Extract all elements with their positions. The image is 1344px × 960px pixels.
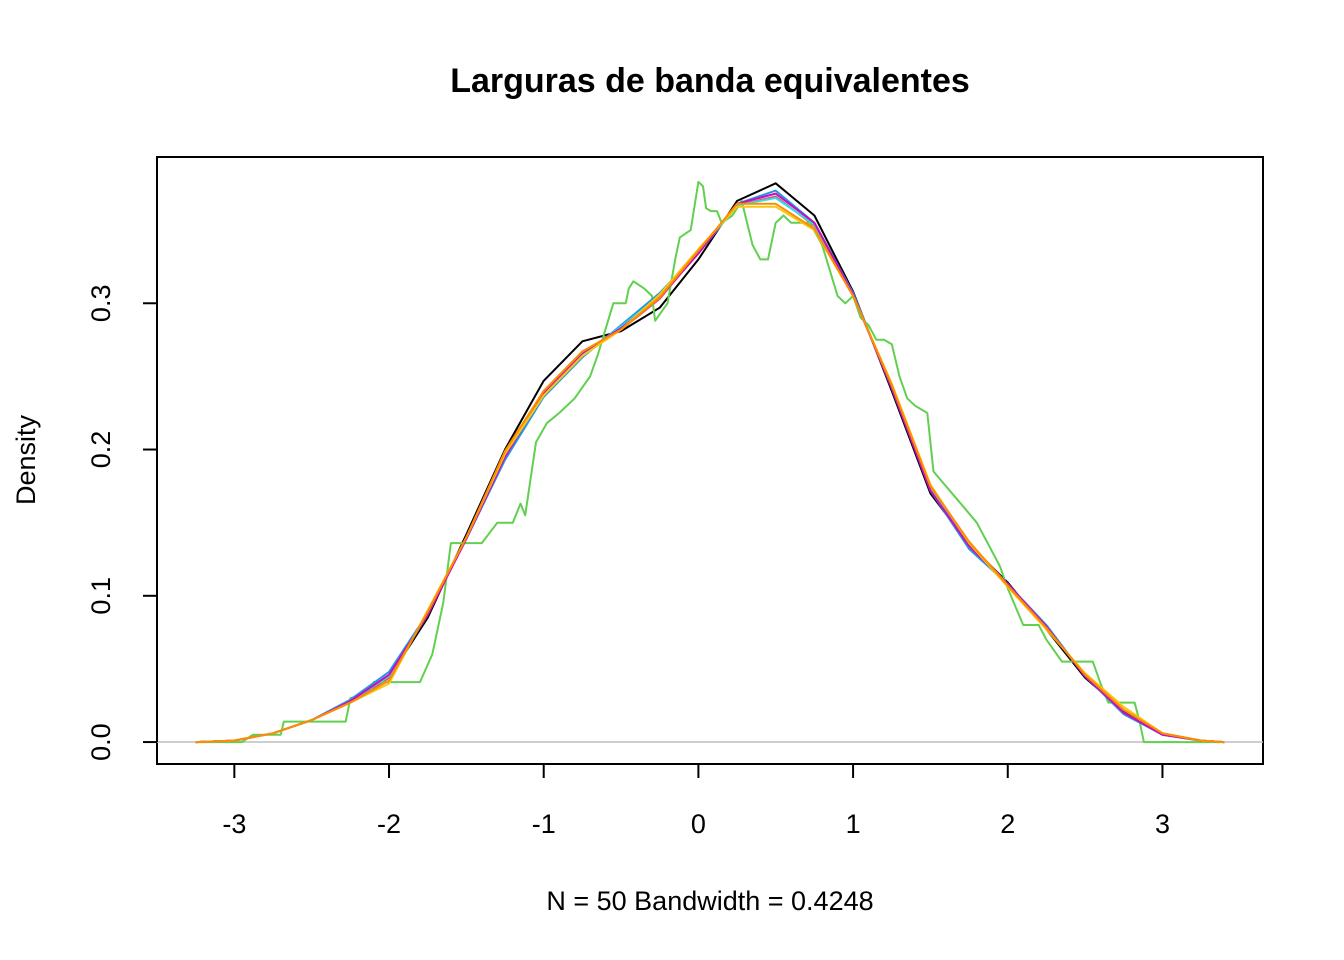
y-axis-label: Density xyxy=(11,414,41,505)
chart-title: Larguras de banda equivalentes xyxy=(450,62,970,100)
x-tick-label: -1 xyxy=(532,809,556,839)
x-tick-label: -2 xyxy=(377,809,401,839)
x-tick-label: 0 xyxy=(691,809,706,839)
x-axis: -3 -2 -1 0 1 2 3 xyxy=(222,763,1170,839)
x-tick-label: 2 xyxy=(1000,809,1015,839)
x-tick-label: 3 xyxy=(1155,809,1170,839)
y-axis: 0.0 0.1 0.2 0.3 xyxy=(86,285,158,761)
x-tick-label: 1 xyxy=(846,809,861,839)
density-curve-8 xyxy=(195,202,1225,744)
density-curve-3 xyxy=(195,180,1225,744)
x-axis-label: N = 50 Bandwidth = 0.4248 xyxy=(546,886,873,916)
density-series xyxy=(195,180,1225,744)
y-tick-label: 0.0 xyxy=(86,723,116,761)
density-curve-5 xyxy=(195,197,1225,744)
x-tick-label: -3 xyxy=(222,809,246,839)
y-tick-label: 0.2 xyxy=(86,431,116,469)
y-tick-label: 0.1 xyxy=(86,577,116,615)
y-tick-label: 0.3 xyxy=(86,285,116,323)
